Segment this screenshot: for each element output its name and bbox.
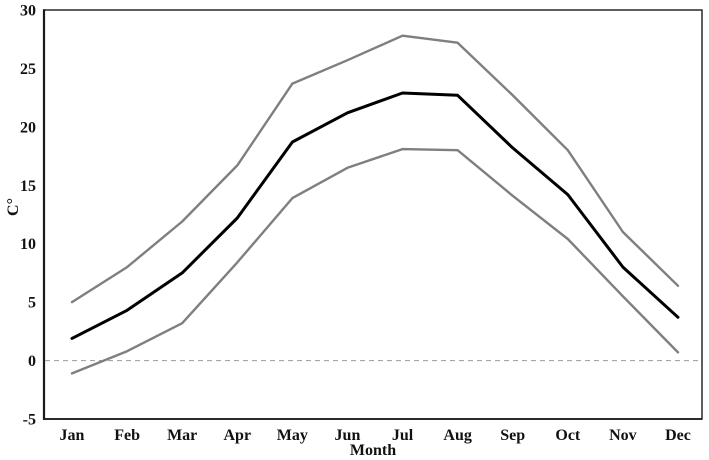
y-tick-label: 30 (20, 3, 36, 20)
y-axis-title: C° (5, 198, 22, 216)
y-tick-label: 15 (20, 178, 36, 195)
x-tick-label: Nov (609, 427, 637, 444)
x-tick-label: Aug (443, 427, 471, 444)
y-tick-label: 25 (20, 61, 36, 78)
x-tick-label: May (277, 427, 308, 444)
x-tick-label: Oct (555, 427, 581, 444)
x-tick-label: Jun (335, 427, 361, 444)
x-tick-label: Jan (60, 427, 85, 444)
x-tick-label: Sep (500, 427, 525, 444)
x-axis-title: Month (349, 442, 397, 459)
y-tick-label: -5 (23, 412, 36, 429)
x-tick-label: Mar (167, 427, 197, 444)
x-tick-label: Jul (392, 427, 414, 444)
x-tick-label: Dec (665, 427, 691, 444)
series-line-mean-temperature (70, 91, 680, 340)
series-line-minimum-temperature (70, 147, 680, 375)
x-tick-label: Feb (114, 427, 140, 444)
y-tick-label: 10 (20, 236, 36, 253)
plot-frame (43, 9, 703, 420)
x-tick-label: Apr (223, 427, 251, 444)
y-tick-label: 20 (20, 119, 36, 136)
y-tick-label: 5 (28, 295, 36, 312)
series-line-maximum-temperature (70, 34, 680, 304)
y-tick-label: 0 (28, 353, 36, 370)
